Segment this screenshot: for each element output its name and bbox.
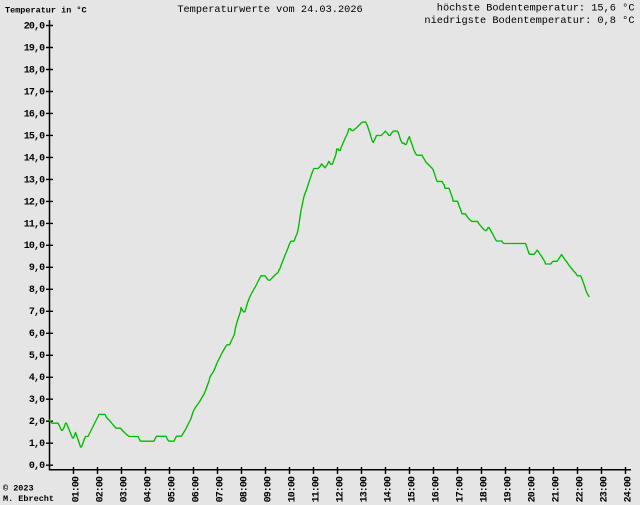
svg-text:22:00: 22:00 — [576, 476, 587, 502]
svg-text:14:00: 14:00 — [384, 476, 395, 502]
svg-text:höchste Bodentemperatur: 15,6: höchste Bodentemperatur: 15,6 °C — [437, 3, 635, 15]
svg-text:12:00: 12:00 — [336, 476, 347, 502]
svg-text:2,0: 2,0 — [29, 417, 45, 428]
svg-text:11:00: 11:00 — [312, 476, 323, 502]
svg-text:08:00: 08:00 — [240, 476, 251, 502]
svg-text:09:00: 09:00 — [264, 476, 275, 502]
svg-text:10,0: 10,0 — [24, 241, 45, 252]
svg-text:20,0: 20,0 — [24, 21, 45, 32]
svg-text:Temperaturwerte vom 24.03.2026: Temperaturwerte vom 24.03.2026 — [177, 4, 362, 16]
svg-text:0,0: 0,0 — [29, 461, 45, 472]
svg-text:01:00: 01:00 — [72, 476, 83, 502]
svg-text:5,0: 5,0 — [29, 351, 45, 362]
svg-text:04:00: 04:00 — [144, 476, 155, 502]
svg-text:16,0: 16,0 — [24, 109, 45, 120]
svg-text:4,0: 4,0 — [29, 373, 45, 384]
svg-text:05:00: 05:00 — [168, 476, 179, 502]
svg-text:03:00: 03:00 — [120, 476, 131, 502]
svg-text:06:00: 06:00 — [192, 476, 203, 502]
svg-text:niedrigste Bodentemperatur: 0,: niedrigste Bodentemperatur: 0,8 °C — [424, 15, 634, 27]
svg-text:13,0: 13,0 — [24, 175, 45, 186]
svg-text:16:00: 16:00 — [432, 476, 443, 502]
svg-text:15,0: 15,0 — [24, 131, 45, 142]
svg-text:07:00: 07:00 — [216, 476, 227, 502]
svg-text:02:00: 02:00 — [96, 476, 107, 502]
svg-text:12,0: 12,0 — [24, 197, 45, 208]
svg-text:21:00: 21:00 — [552, 476, 563, 502]
svg-text:7,0: 7,0 — [29, 307, 45, 318]
svg-text:13:00: 13:00 — [360, 476, 371, 502]
svg-text:1,0: 1,0 — [29, 439, 45, 450]
svg-text:19:00: 19:00 — [504, 476, 515, 502]
svg-text:14,0: 14,0 — [24, 153, 45, 164]
svg-text:17:00: 17:00 — [456, 476, 467, 502]
svg-text:Temperatur in °C: Temperatur in °C — [5, 6, 87, 16]
svg-text:9,0: 9,0 — [29, 263, 45, 274]
svg-text:10:00: 10:00 — [288, 476, 299, 502]
svg-text:23:00: 23:00 — [600, 476, 611, 502]
svg-text:11,0: 11,0 — [24, 219, 45, 230]
svg-text:3,0: 3,0 — [29, 395, 45, 406]
svg-text:20:00: 20:00 — [528, 476, 539, 502]
svg-text:6,0: 6,0 — [29, 329, 45, 340]
svg-text:24:00: 24:00 — [624, 476, 635, 502]
svg-text:19,0: 19,0 — [24, 43, 45, 54]
svg-text:18,0: 18,0 — [24, 65, 45, 76]
svg-text:17,0: 17,0 — [24, 87, 45, 98]
svg-text:© 2023: © 2023 — [3, 483, 34, 493]
svg-text:18:00: 18:00 — [480, 476, 491, 502]
svg-text:M. Ebrecht: M. Ebrecht — [3, 494, 54, 504]
svg-text:8,0: 8,0 — [29, 285, 45, 296]
svg-text:15:00: 15:00 — [408, 476, 419, 502]
